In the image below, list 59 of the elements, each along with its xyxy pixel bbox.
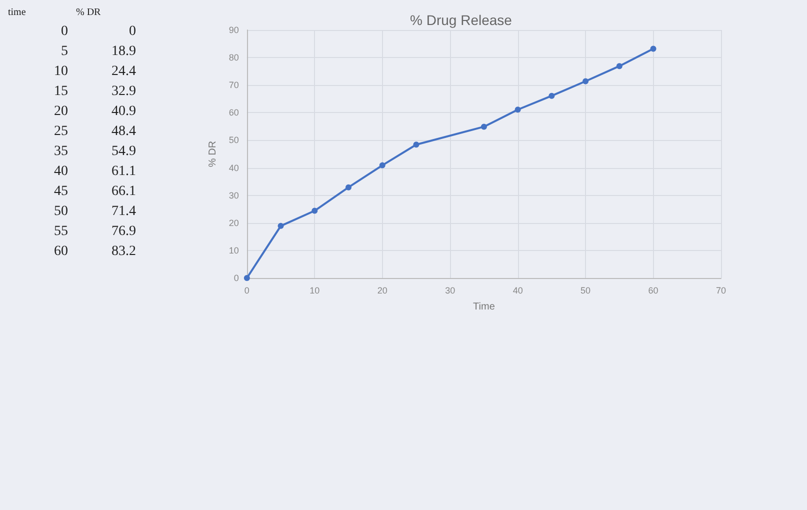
y-tick-label: 70	[228, 80, 239, 90]
data-label: 83.2	[110, 243, 137, 261]
point	[514, 106, 521, 113]
x-tick-label: 60	[648, 286, 658, 296]
data-label: 61.1	[110, 163, 137, 181]
y-tick-label: 30	[228, 190, 239, 200]
x-tick-label: 30	[445, 286, 456, 296]
point	[480, 124, 487, 130]
x-tick-label: 40	[512, 286, 523, 296]
x-tick-label: 20	[377, 286, 388, 296]
point	[616, 63, 622, 70]
category-label: 40	[53, 163, 69, 181]
chart-title: % Drug Release	[410, 12, 512, 28]
point	[278, 222, 284, 229]
y-tick-label: 80	[228, 52, 239, 63]
data-label: 54.9	[110, 143, 137, 161]
x-tick-label: 10	[310, 286, 320, 296]
point	[346, 184, 352, 190]
y-tick-label: 90	[228, 25, 239, 35]
category-label: 25	[53, 123, 69, 141]
data-label: 40.9	[110, 103, 137, 121]
point	[379, 162, 386, 168]
x-axis-title: Time	[473, 302, 496, 312]
point	[548, 92, 555, 99]
point	[244, 275, 250, 281]
data-label: 32.9	[110, 83, 137, 101]
data-label: 66.1	[110, 183, 137, 201]
category-label: 60	[53, 243, 69, 261]
category-label: 35	[53, 143, 69, 161]
y-tick-label: 60	[228, 108, 239, 118]
y-tick-label: 0	[234, 273, 239, 283]
data-label: 0	[60, 23, 69, 41]
data-label: 48.4	[110, 123, 137, 141]
category-label: 20	[53, 103, 69, 121]
point	[312, 208, 318, 214]
y-axis-title: % DR	[208, 140, 218, 168]
category-label: 10	[53, 63, 69, 81]
x-tick-label: 70	[716, 286, 726, 296]
x-tick-label: 50	[580, 286, 591, 296]
category-label: 55	[53, 223, 69, 241]
category-label: 50	[53, 203, 69, 221]
y-tick-label: 10	[228, 245, 239, 256]
y-tick-label: 50	[228, 135, 239, 146]
category-label: 5	[60, 43, 69, 61]
point	[582, 78, 589, 84]
x-tick-label: 0	[244, 286, 250, 296]
text: % DR	[75, 6, 102, 20]
data-label: 76.9	[110, 223, 137, 241]
text: time	[7, 6, 27, 20]
point	[413, 142, 420, 148]
category-label: 15	[53, 83, 69, 101]
data-label: 18.9	[110, 43, 137, 61]
category-label: 0	[128, 23, 137, 41]
data-label: 71.4	[110, 203, 137, 221]
point	[650, 46, 656, 52]
y-tick-label: 20	[228, 218, 239, 228]
y-tick-label: 40	[228, 162, 239, 173]
data-label: 24.4	[110, 63, 137, 81]
category-label: 45	[53, 183, 69, 201]
